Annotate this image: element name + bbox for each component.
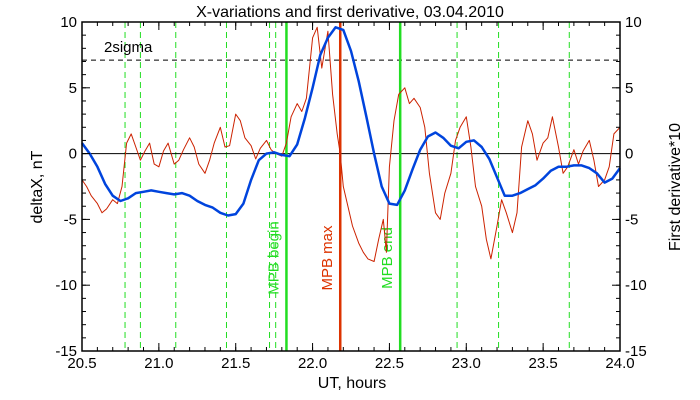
y-tick-label-left-0: 10 (60, 14, 77, 31)
y-tick-label-right-2: 0 (625, 146, 633, 163)
x-tick-label-4: 22.5 (375, 355, 404, 372)
y-tick-label-left-5: -15 (55, 343, 77, 360)
x-tick-label-6: 23.5 (529, 355, 558, 372)
y-tick-label-right-5: -15 (625, 343, 647, 360)
x-axis-label: UT, hours (318, 375, 386, 392)
y-axis-right-label: First derivative*10 (667, 123, 684, 251)
threshold-label: 2sigma (104, 39, 153, 56)
y-tick-label-right-0: 10 (625, 14, 642, 31)
chart-title: X-variations and first derivative, 03.04… (196, 4, 504, 21)
plot-frame (81, 21, 621, 352)
series-line-derivative (81, 26, 621, 262)
event-label-mpb-max: MPB max (319, 225, 336, 291)
x-tick-label-7: 24.0 (605, 355, 634, 372)
y-axis-left-label: deltaX, nT (29, 150, 46, 223)
plot-area: 2sigma MPB begin MPB max MPB end 20.5 21.0 21.… (55, 14, 646, 372)
y-tick-label-right-3: -5 (625, 211, 638, 228)
y-tick-label-left-3: -5 (64, 211, 77, 228)
x-tick-label-1: 21.0 (144, 355, 173, 372)
x-tick-label-0: 20.5 (67, 355, 96, 372)
y-tick-label-left-4: -10 (55, 277, 77, 294)
y-tick-label-left-2: 0 (69, 146, 77, 163)
event-label-mpb-end: MPB end (379, 227, 396, 289)
y-tick-label-right-1: 5 (625, 80, 633, 97)
x-tick-label-2: 21.5 (221, 355, 250, 372)
y-tick-label-left-1: 5 (69, 80, 77, 97)
x-tick-label-5: 23.0 (452, 355, 481, 372)
series-line-deltax (80, 26, 622, 217)
event-label-mpb-begin: MPB begin (265, 221, 282, 294)
y-tick-label-right-4: -10 (625, 277, 647, 294)
x-tick-label-3: 22.0 (298, 355, 327, 372)
